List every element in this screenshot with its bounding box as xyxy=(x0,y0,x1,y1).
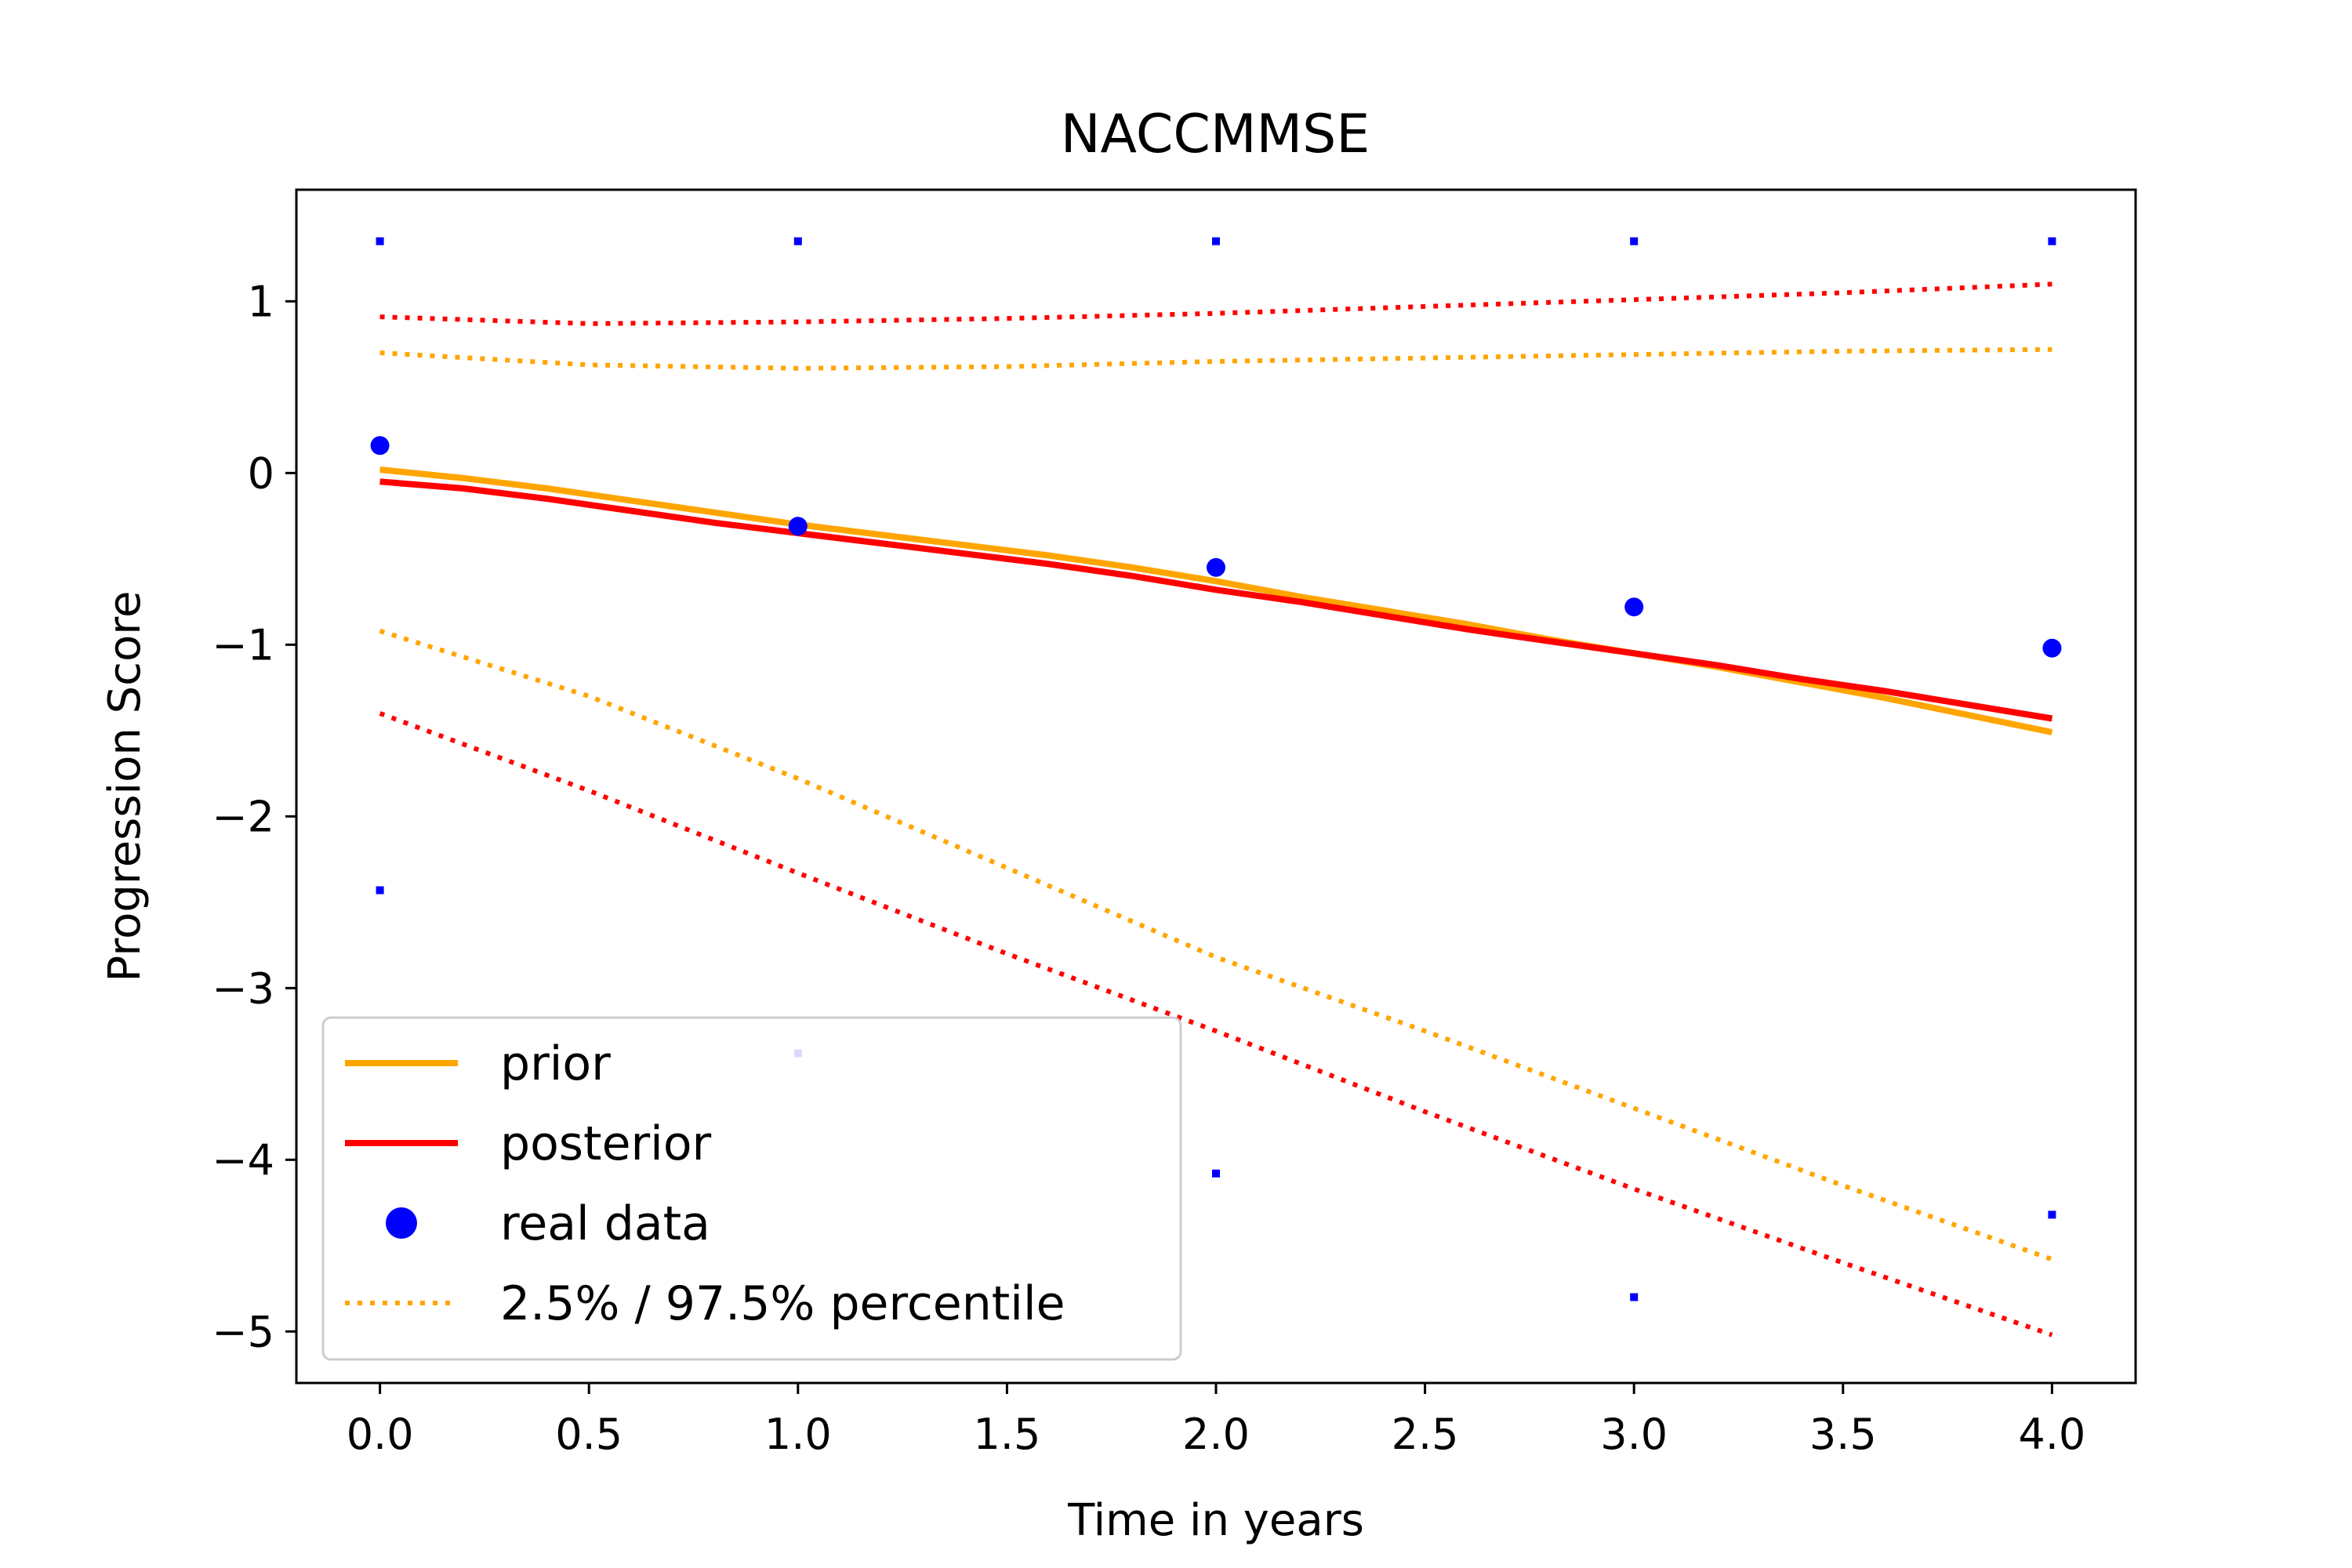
y-axis: 1 0 −1 −2 −3 −4 −5 xyxy=(212,277,296,1356)
legend: prior posterior real data 2.5% / 97.5% perc… xyxy=(321,1016,1182,1361)
x-tick-label: 2.0 xyxy=(1182,1410,1250,1459)
y-tick-label: −2 xyxy=(212,792,274,841)
legend-label: posterior xyxy=(500,1116,712,1171)
real-data-point xyxy=(2042,638,2062,658)
y-axis-label: Progression Score xyxy=(100,591,151,982)
y-tick-label: −3 xyxy=(212,964,274,1013)
y-tick-label: 0 xyxy=(248,448,274,498)
series-line-1-solid xyxy=(379,478,2053,722)
x-tick-label: 1.0 xyxy=(764,1410,832,1459)
small-data-marker xyxy=(1212,237,1220,245)
small-data-marker xyxy=(1630,1293,1639,1301)
x-tick-label: 1.5 xyxy=(973,1410,1040,1459)
chart-title: NACCMMSE xyxy=(1061,103,1370,165)
legend-label: 2.5% / 97.5% percentile xyxy=(500,1276,1065,1331)
small-data-marker xyxy=(1630,237,1639,245)
legend-marker-real-data xyxy=(386,1207,417,1239)
small-data-marker xyxy=(2048,1210,2056,1219)
x-tick-label: 0.5 xyxy=(555,1410,622,1459)
x-tick-label: 0.0 xyxy=(347,1410,414,1459)
small-data-marker xyxy=(376,237,384,245)
y-tick-label: −4 xyxy=(212,1135,274,1185)
x-tick-label: 2.5 xyxy=(1392,1410,1459,1459)
small-data-marker xyxy=(2048,237,2056,245)
real-data-point xyxy=(1624,597,1644,617)
series-line-2-dotted xyxy=(379,347,2053,371)
series-line-4-dotted xyxy=(379,281,2053,326)
x-tick-label: 3.5 xyxy=(1809,1410,1877,1459)
x-tick-label: 3.0 xyxy=(1600,1410,1668,1459)
series-line-5-dotted xyxy=(379,711,2053,1338)
x-axis: 0.0 0.5 1.0 1.5 2.0 2.5 3.0 3.5 4.0 xyxy=(347,1383,2085,1459)
legend-label: real data xyxy=(500,1196,710,1251)
marker-layer xyxy=(370,237,2062,1301)
real-data-point xyxy=(370,436,390,456)
x-tick-label: 4.0 xyxy=(2018,1410,2085,1459)
small-data-marker xyxy=(793,237,802,245)
y-tick-label: −1 xyxy=(212,620,274,670)
legend-label: prior xyxy=(500,1036,611,1091)
real-data-point xyxy=(788,517,808,536)
y-tick-label: 1 xyxy=(248,277,274,326)
series-layer xyxy=(379,281,2053,1338)
x-axis-label: Time in years xyxy=(1067,1495,1364,1546)
legend-box xyxy=(321,1016,1182,1361)
real-data-point xyxy=(1207,557,1225,577)
small-data-marker xyxy=(376,886,384,895)
y-tick-label: −5 xyxy=(212,1307,274,1356)
small-data-marker xyxy=(1212,1169,1220,1178)
